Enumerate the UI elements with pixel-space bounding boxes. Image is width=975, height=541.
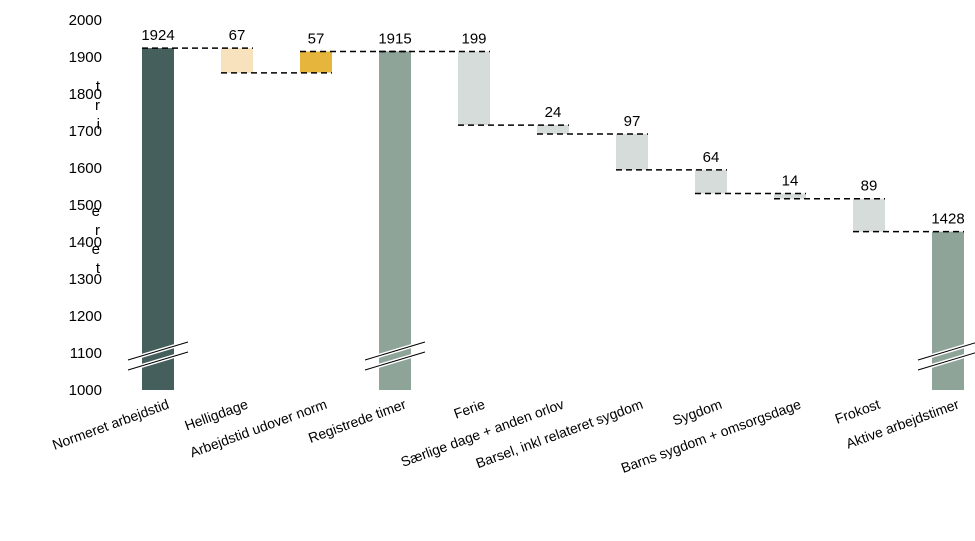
data-label: 67 [229, 27, 246, 44]
data-label: 199 [461, 30, 486, 47]
axis-break-line [917, 352, 975, 371]
axis-break-line [364, 341, 426, 361]
side-fragment: e [91, 203, 100, 220]
data-label: 64 [703, 149, 720, 166]
data-label: 14 [782, 173, 799, 190]
axis-break-line [127, 341, 189, 361]
axis-break-line [917, 342, 975, 361]
y-tick-label: 1000 [69, 382, 102, 399]
bar-1 [221, 48, 253, 73]
data-label: 1428 [931, 211, 964, 228]
y-tick-label: 1900 [69, 49, 102, 66]
side-fragment: i [96, 116, 100, 133]
connectors [142, 47, 964, 233]
bar-0 [142, 48, 174, 391]
data-label: 97 [624, 113, 641, 130]
y-tick-label: 1500 [69, 197, 102, 214]
bar-5 [537, 125, 569, 134]
data-labels: 1924 67 57 1915 199 24 97 64 14 89 1428 [141, 27, 964, 228]
bars [142, 48, 964, 391]
data-label: 1924 [141, 27, 174, 44]
y-tick-label: 2000 [69, 12, 102, 29]
y-tick-label: 1700 [69, 123, 102, 140]
y-tick-label: 1400 [69, 234, 102, 251]
bar-2 [300, 51, 332, 73]
side-fragment: r [95, 222, 100, 239]
category-label: Frokost [833, 396, 882, 427]
bar-4 [458, 51, 490, 126]
category-label: Sygdom [670, 396, 724, 429]
data-label: 89 [861, 178, 878, 195]
bar-6 [616, 133, 648, 170]
bar-3 [379, 51, 411, 390]
data-label: 1915 [378, 30, 411, 47]
x-axis: Normeret arbejdstid HelligdageArbejdstid … [50, 396, 961, 476]
data-label: 24 [545, 104, 562, 121]
category-label: Normeret arbejdstid [50, 396, 171, 453]
y-tick-label: 1200 [69, 308, 102, 325]
category-label: Ferie [452, 396, 488, 422]
category-label: Arbejdstid udover norm [188, 396, 329, 461]
side-fragment: r [95, 97, 100, 114]
axis-break-line [364, 351, 426, 371]
data-label: 57 [308, 30, 325, 47]
side-fragment: t [95, 260, 100, 277]
bar-8 [774, 193, 806, 199]
y-tick-label: 1800 [69, 86, 102, 103]
bar-7 [695, 169, 727, 194]
side-fragment: t [95, 78, 100, 95]
side-fragment: e [91, 241, 100, 258]
y-tick-label: 1600 [69, 160, 102, 177]
bar-9 [853, 198, 885, 232]
axis-break-line [127, 351, 189, 371]
y-tick-label: 1100 [70, 345, 102, 362]
axis-breaks [127, 340, 975, 372]
y-tick-label: 1300 [69, 271, 102, 288]
y-axis: 2000 1900 1800 1700 1600 1500 1400 1300 1200 1100… [69, 12, 102, 399]
